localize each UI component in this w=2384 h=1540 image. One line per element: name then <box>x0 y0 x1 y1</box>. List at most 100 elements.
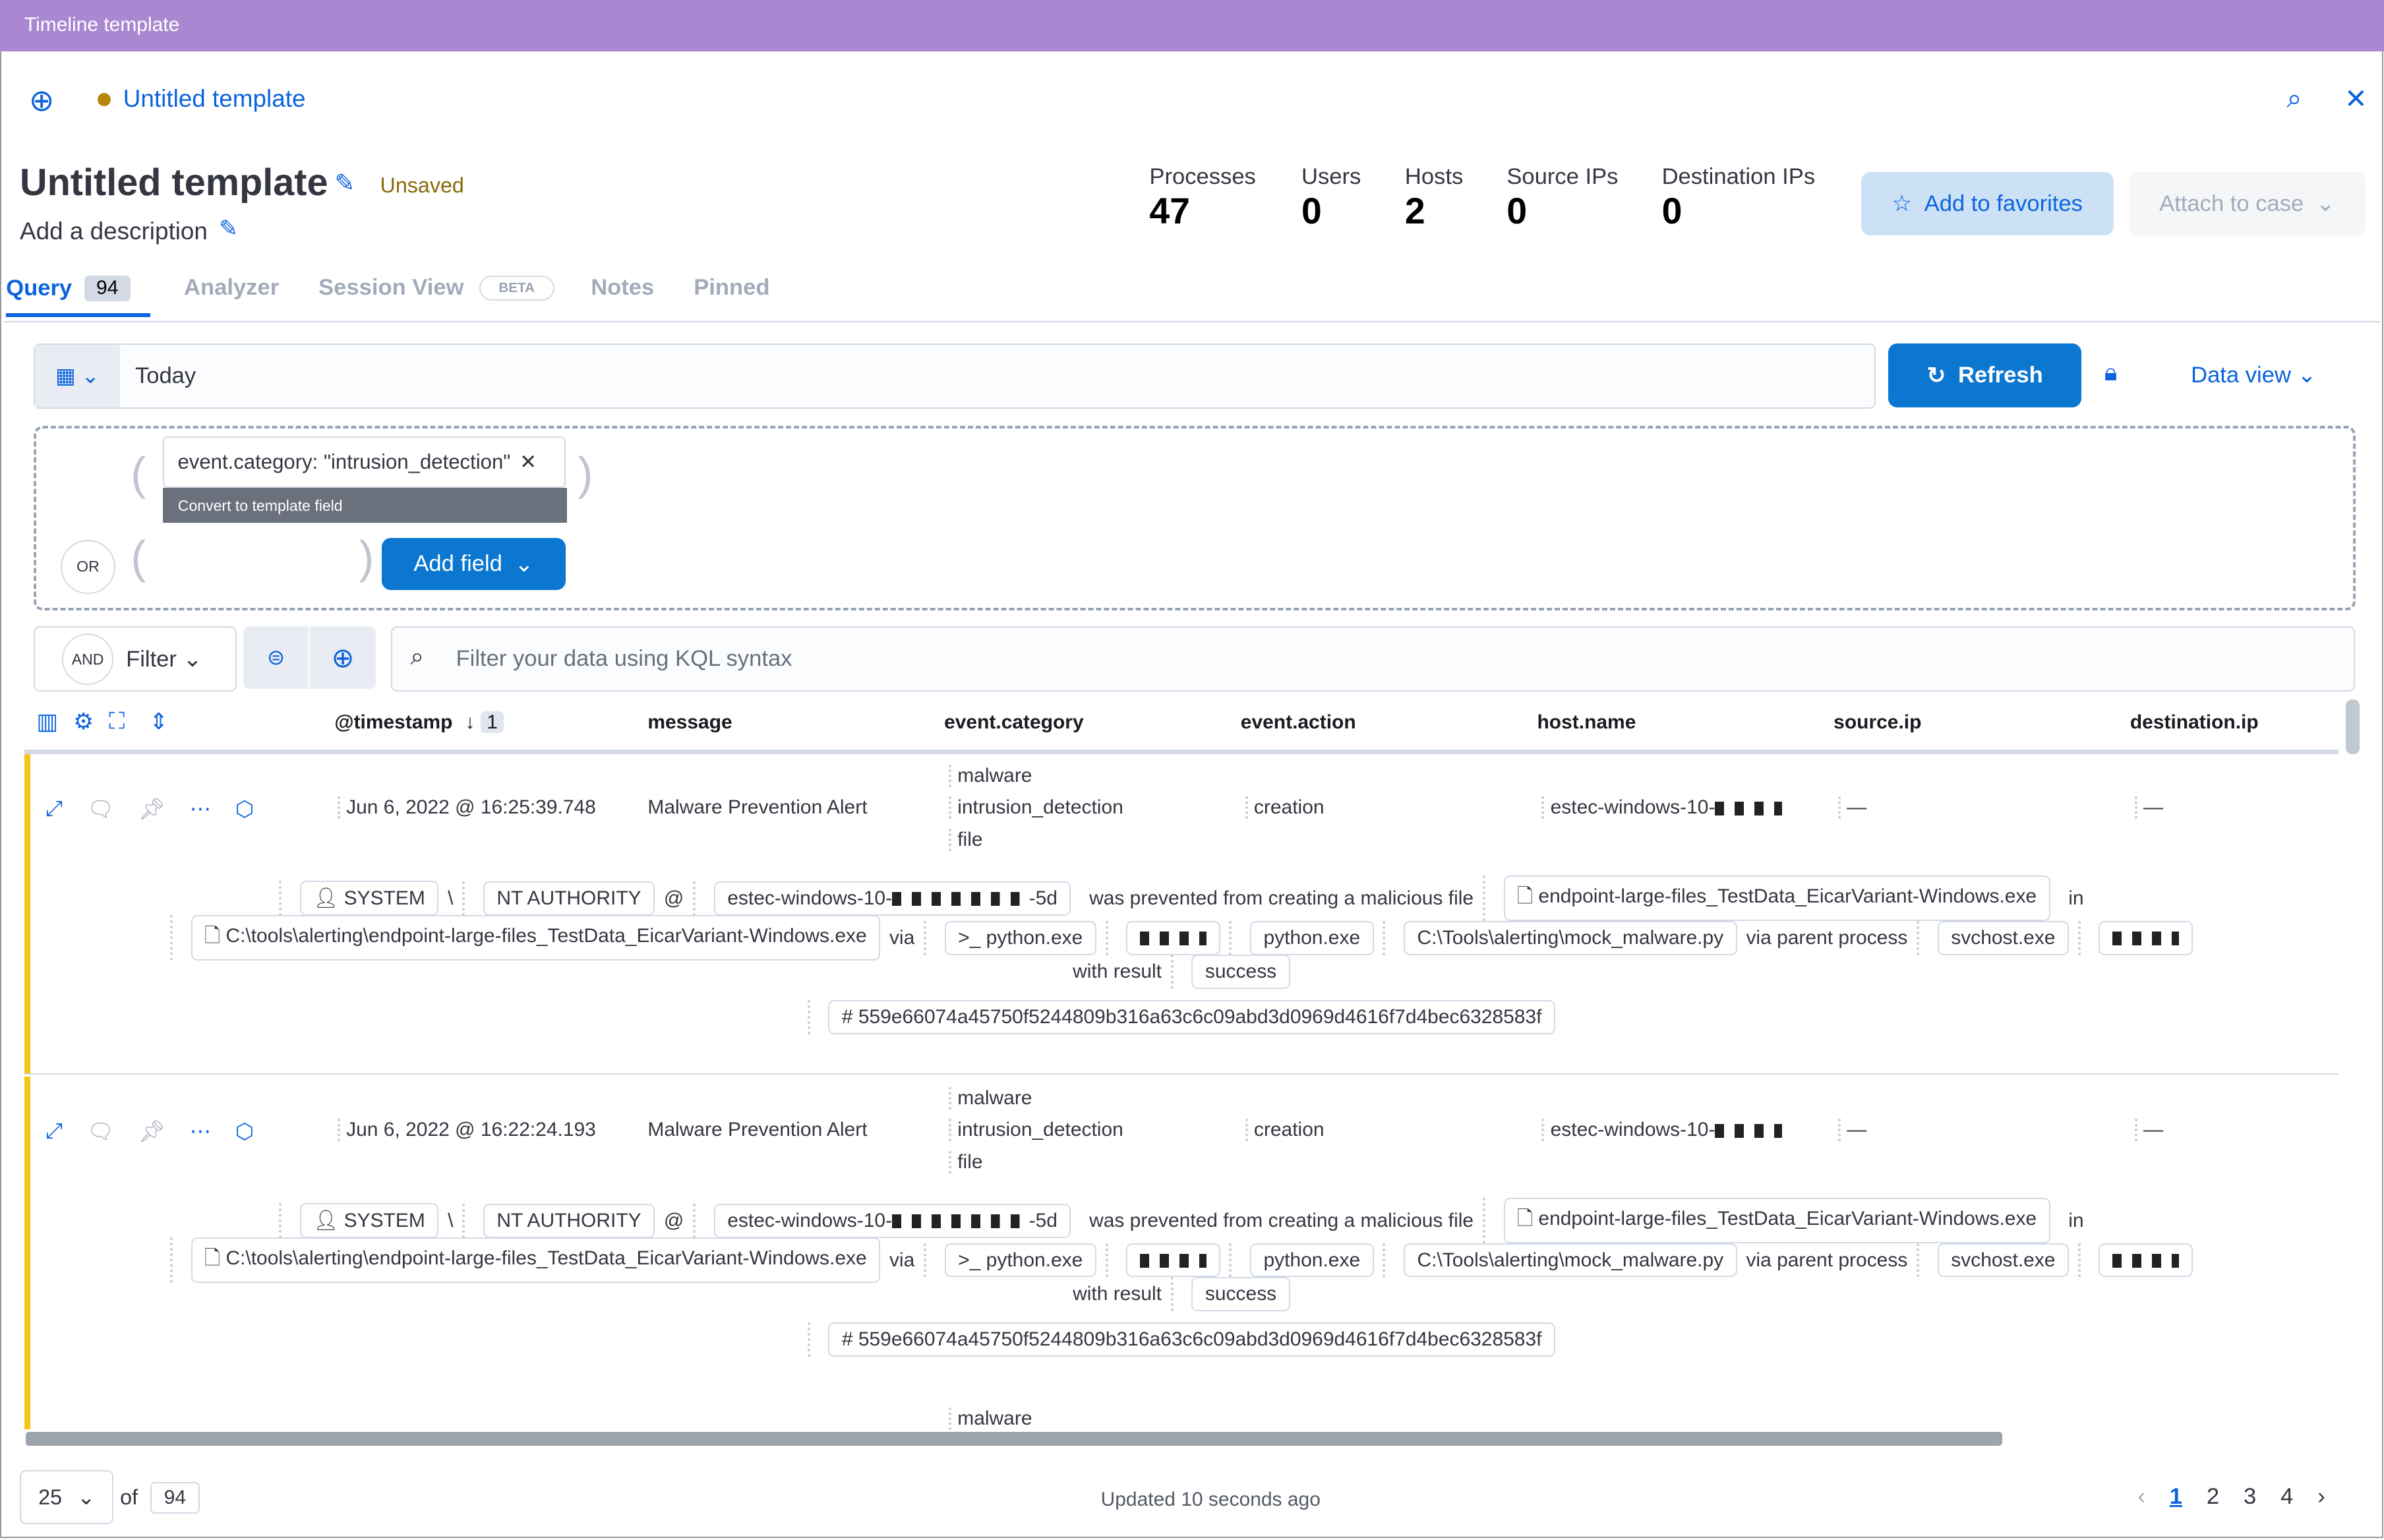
event-category-value[interactable]: malware <box>949 1086 1032 1110</box>
user-name-pill[interactable]: 👤︎ SYSTEM <box>299 1203 439 1239</box>
file-name-pill[interactable]: 🗋︎ endpoint-large-files_TestData_EicarVa… <box>1503 875 2050 922</box>
process-pill[interactable]: >_ python.exe <box>944 920 1096 955</box>
parent-process-pill[interactable]: svchost.exe <box>1937 1243 2069 1278</box>
refresh-button[interactable]: ↻ Refresh <box>1888 343 2082 408</box>
result-pill[interactable]: success <box>1191 1277 1290 1311</box>
date-picker[interactable]: ▦ ⌄ Today <box>33 343 1876 409</box>
timestamp-value[interactable]: Jun 6, 2022 @ 16:25:39.748 <box>337 796 596 819</box>
event-category-value[interactable]: intrusion_detection <box>949 796 1123 819</box>
redacted-ppid-pill[interactable] <box>2099 920 2193 955</box>
column-header[interactable]: source.ip <box>1833 711 1922 734</box>
attach-to-case-button[interactable]: Attach to case ⌄ <box>2128 171 2366 236</box>
redacted-pid-pill[interactable] <box>1126 1243 1220 1278</box>
pin-icon[interactable]: 📌︎ <box>138 797 165 821</box>
page-size-select[interactable]: 25 ⌄ <box>19 1470 114 1525</box>
provider-pill[interactable]: event.category: "intrusion_detection" ✕ <box>162 436 566 489</box>
edit-title-icon[interactable]: ✎ <box>334 169 355 196</box>
comment-icon[interactable]: 🗨︎ <box>86 1119 114 1144</box>
add-timeline-icon[interactable]: ⊕ <box>28 82 55 117</box>
event-category-value[interactable]: malware <box>949 1407 1032 1431</box>
result-pill[interactable]: success <box>1191 955 1290 990</box>
page-4[interactable]: 4 <box>2280 1483 2294 1509</box>
column-header[interactable]: event.action <box>1240 711 1356 734</box>
destination-ip-value[interactable]: — <box>2134 796 2163 819</box>
tab-notes[interactable]: Notes <box>591 275 655 301</box>
description[interactable]: Add a description <box>19 217 208 245</box>
destination-ip-value[interactable]: — <box>2134 1119 2163 1142</box>
expand-icon[interactable]: ⤢ <box>45 1119 63 1143</box>
tooltip[interactable]: Convert to template field <box>162 488 568 523</box>
tab-session-view[interactable]: Session View BETA <box>318 275 554 317</box>
data-providers-dropzone[interactable] <box>33 425 2356 610</box>
close-icon[interactable]: ✕ <box>2344 82 2368 114</box>
event-category-value[interactable]: intrusion_detection <box>949 1119 1123 1142</box>
filter-menu-icon[interactable]: ⊜ <box>243 626 309 689</box>
calendar-icon[interactable]: ▦ ⌄ <box>34 345 120 407</box>
event-category-value[interactable]: file <box>949 828 983 851</box>
horizontal-scrollbar[interactable] <box>26 1432 2003 1446</box>
data-view-button[interactable]: Data view ⌄ <box>2191 362 2317 388</box>
filter-button[interactable]: AND Filter ⌄ <box>33 626 237 692</box>
event-category-value[interactable]: malware <box>949 764 1032 787</box>
comment-icon[interactable]: 🗨︎ <box>86 797 114 821</box>
page-1[interactable]: 1 <box>2169 1483 2183 1509</box>
timestamp-value[interactable]: Jun 6, 2022 @ 16:22:24.193 <box>337 1119 596 1142</box>
page-title[interactable]: Untitled template <box>19 162 328 204</box>
more-icon[interactable]: ⋯ <box>189 797 211 821</box>
date-range-value[interactable]: Today <box>134 363 196 388</box>
column-header[interactable]: @timestamp ↓ 1 <box>334 711 504 734</box>
gear-icon[interactable]: ⚙ <box>73 709 94 734</box>
page-3[interactable]: 3 <box>2244 1483 2257 1509</box>
tab-pinned[interactable]: Pinned <box>694 275 770 301</box>
expand-icon[interactable]: ⤢ <box>45 796 63 821</box>
page-2[interactable]: 2 <box>2206 1483 2220 1509</box>
add-field-button[interactable]: Add field ⌄ <box>381 538 566 590</box>
add-filter-icon[interactable]: ⊕ <box>310 626 376 689</box>
event-action-value[interactable]: creation <box>1245 1119 1325 1142</box>
user-domain-pill[interactable]: NT AUTHORITY <box>483 1203 655 1238</box>
host-name-value[interactable]: estec-windows-10- <box>1541 1119 1782 1142</box>
remove-icon[interactable]: ✕ <box>520 450 537 474</box>
edit-description-icon[interactable]: ✎ <box>219 216 239 242</box>
process-name-pill[interactable]: python.exe <box>1250 920 1374 955</box>
process-args-pill[interactable]: C:\Tools\alerting\mock_malware.py <box>1404 920 1737 955</box>
column-header[interactable]: destination.ip <box>2130 711 2259 734</box>
message-value[interactable]: Malware Prevention Alert <box>647 1119 868 1141</box>
tab-query[interactable]: Query 94 <box>6 276 151 318</box>
fullscreen-icon[interactable]: ⛶ <box>109 708 125 734</box>
investigate-icon[interactable]: ⬡ <box>235 797 254 821</box>
timeline-tab-title[interactable]: Untitled template <box>123 85 306 113</box>
event-action-value[interactable]: creation <box>1245 796 1325 819</box>
host-pill[interactable]: estec-windows-10- -5d <box>713 881 1071 916</box>
source-ip-value[interactable]: — <box>1838 796 1866 819</box>
pin-icon[interactable]: 📌︎ <box>138 1119 165 1144</box>
next-page-icon[interactable]: › <box>2317 1483 2325 1509</box>
redacted-ppid-pill[interactable] <box>2099 1243 2193 1278</box>
user-name-pill[interactable]: 👤︎ SYSTEM <box>299 881 439 916</box>
host-name-value[interactable]: estec-windows-10- <box>1541 796 1782 819</box>
column-header[interactable]: message <box>647 711 732 734</box>
hash-pill[interactable]: # 559e66074a45750f5244809b316a63c6c09abd… <box>828 1000 1555 1035</box>
more-icon[interactable]: ⋯ <box>189 1119 211 1144</box>
file-name-pill[interactable]: 🗋︎ endpoint-large-files_TestData_EicarVa… <box>1503 1198 2050 1244</box>
source-ip-value[interactable]: — <box>1838 1119 1866 1142</box>
file-path-pill[interactable]: 🗋︎ C:\tools\alerting\endpoint-large-file… <box>191 1237 881 1283</box>
column-header[interactable]: host.name <box>1537 711 1636 734</box>
column-header[interactable]: event.category <box>944 711 1084 734</box>
process-name-pill[interactable]: python.exe <box>1250 1243 1374 1278</box>
sort-icon[interactable]: ⇕ <box>149 709 169 734</box>
prev-page-icon[interactable]: ‹ <box>2137 1483 2145 1509</box>
event-category-value[interactable]: file <box>949 1150 983 1173</box>
parent-process-pill[interactable]: svchost.exe <box>1937 920 2069 955</box>
file-path-pill[interactable]: 🗋︎ C:\tools\alerting\endpoint-large-file… <box>191 915 881 961</box>
add-to-favorites-button[interactable]: ☆ Add to favorites <box>1861 171 2114 236</box>
investigate-icon[interactable]: ⬡ <box>235 1119 254 1144</box>
field-browser-icon[interactable]: ▥ <box>36 709 59 734</box>
hash-pill[interactable]: # 559e66074a45750f5244809b316a63c6c09abd… <box>828 1322 1555 1357</box>
process-pill[interactable]: >_ python.exe <box>944 1243 1096 1278</box>
host-pill[interactable]: estec-windows-10- -5d <box>713 1203 1071 1238</box>
message-value[interactable]: Malware Prevention Alert <box>647 796 868 819</box>
kql-search-input[interactable]: ⌕ Filter your data using KQL syntax <box>390 626 2355 692</box>
inspect-icon[interactable]: ⌕ <box>2286 82 2302 113</box>
vertical-scrollbar[interactable] <box>2346 699 2360 754</box>
